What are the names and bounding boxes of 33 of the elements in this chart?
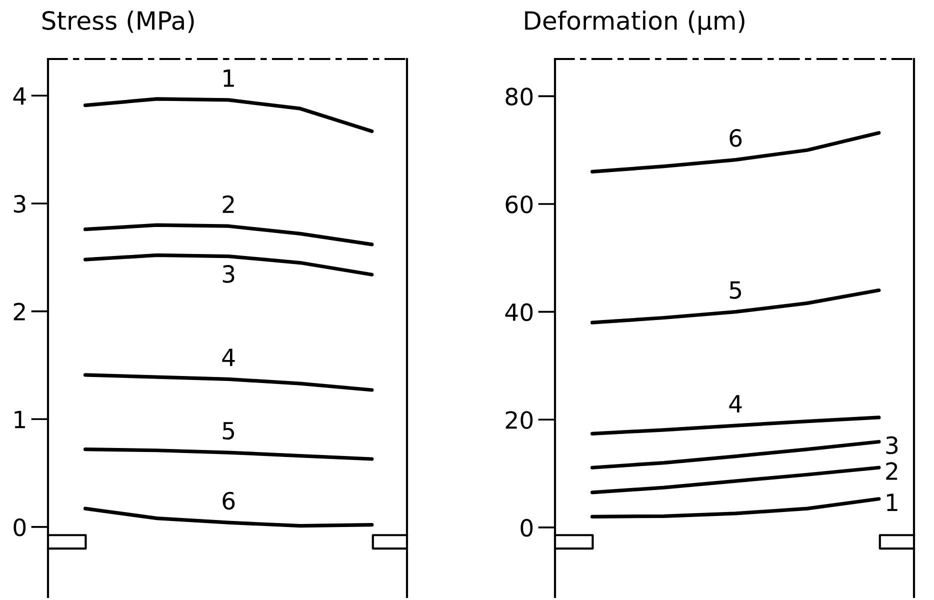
- line-series: [590, 416, 881, 436]
- line-series: [83, 447, 374, 461]
- y-tick-label: 2: [14, 302, 25, 320]
- y-tick-label: 1: [14, 410, 25, 428]
- chart-title: Stress (MPa): [42, 10, 194, 33]
- chart-title: Deformation (µm): [525, 10, 744, 35]
- line-series: [590, 466, 881, 494]
- y-tick-label: 60: [506, 195, 533, 214]
- series-label: 6: [222, 492, 235, 510]
- series-label: 3: [886, 436, 898, 454]
- line-series: [83, 373, 374, 392]
- y-tick-label: 0: [14, 518, 26, 536]
- y-tick-label: 0: [520, 518, 533, 537]
- line-series: [590, 131, 881, 174]
- series-label: 5: [730, 281, 742, 299]
- series-label: 2: [222, 195, 234, 213]
- series-label: 4: [729, 395, 742, 412]
- y-tick-label: 3: [14, 194, 26, 213]
- y-tick-label: 80: [506, 88, 533, 106]
- line-series: [83, 223, 374, 246]
- series-label: 5: [222, 422, 234, 440]
- y-tick-label: 40: [505, 303, 533, 322]
- series-label: 1: [224, 70, 234, 87]
- y-tick-label: 20: [506, 411, 533, 429]
- series-label: 3: [222, 265, 234, 283]
- line-series: [83, 97, 374, 134]
- line-series: [590, 497, 881, 518]
- y-tick-label: 4: [13, 87, 26, 105]
- series-label: 4: [222, 348, 235, 366]
- series-label: 2: [886, 462, 898, 480]
- series-label: 1: [887, 494, 898, 511]
- line-series: [590, 440, 881, 470]
- series-label: 6: [730, 129, 742, 147]
